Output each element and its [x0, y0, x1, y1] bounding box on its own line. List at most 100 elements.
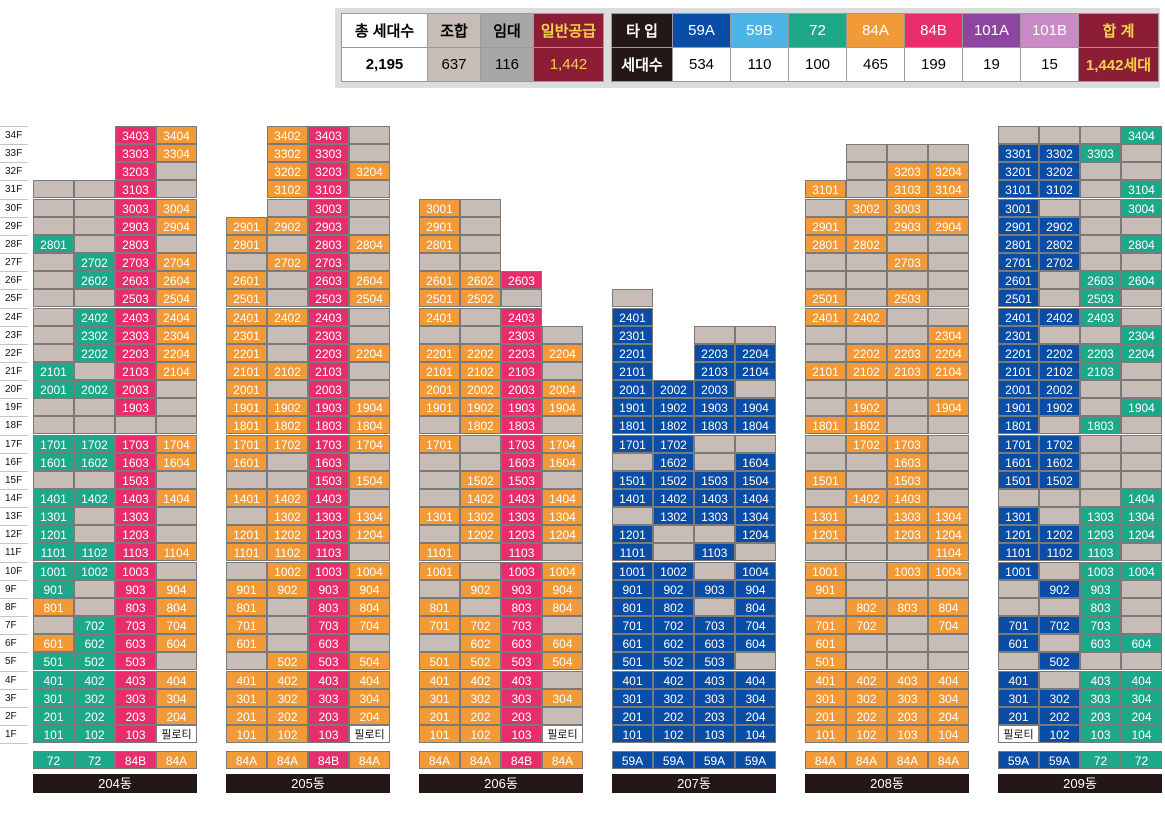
union-unit-cell: [349, 253, 390, 272]
summary-panel: 총 세대수 조합 임대 일반공급 2,195 637 116 1,442 타 입…: [335, 8, 1160, 88]
unit-cell: 102: [846, 724, 887, 743]
count-header: 세대수: [611, 47, 673, 82]
column-type-label: 59A: [1039, 751, 1080, 769]
union-unit-cell: [349, 325, 390, 344]
unit-cell: 1304: [928, 507, 969, 526]
unit-cell: 1301: [805, 507, 846, 526]
unit-cell: 2203: [1080, 343, 1121, 362]
unit-cell: 3103: [115, 180, 156, 199]
union-unit-cell: [419, 416, 460, 435]
unit-cell: 2801: [226, 234, 267, 253]
union-unit-cell: [74, 525, 115, 544]
unit-cell: 1304: [1121, 507, 1162, 526]
union-unit-cell: [805, 325, 846, 344]
column-type-label: 84B: [308, 751, 349, 769]
union-unit-cell: [226, 470, 267, 489]
column-type-label: 84A: [846, 751, 887, 769]
unit-cell: 1503: [694, 470, 735, 489]
unit-cell: 702: [653, 616, 694, 635]
unit-cell: 201: [419, 706, 460, 725]
union-unit-cell: [653, 543, 694, 562]
unit-cell: 1301: [33, 507, 74, 526]
unit-type-table: 타 입 59A 59B 72 84A 84B 101A 101B 합 계 세대수 534 110…: [611, 13, 1159, 82]
floor-label-2f: 2F: [0, 706, 28, 725]
unit-cell: 903: [308, 579, 349, 598]
unit-cell: 1901: [612, 398, 653, 417]
union-unit-cell: [74, 470, 115, 489]
unit-cell: 1902: [267, 398, 308, 417]
union-unit-cell: [542, 416, 583, 435]
unit-cell: 2201: [612, 343, 653, 362]
unit-cell: 304: [735, 688, 776, 707]
floor-label-14f: 14F: [0, 489, 28, 507]
union-unit-cell: [1121, 616, 1162, 635]
union-unit-cell: [267, 234, 308, 253]
unit-cell: 1103: [115, 543, 156, 562]
unit-cell: 2401: [805, 307, 846, 326]
unit-cell: 1504: [349, 470, 390, 489]
union-unit-cell: [612, 452, 653, 471]
unit-cell: 1904: [1121, 398, 1162, 417]
unit-cell: 2303: [308, 325, 349, 344]
unit-cell: 2103: [115, 361, 156, 380]
unit-cell: 1203: [501, 525, 542, 544]
unit-cell: 1403: [887, 489, 928, 507]
unit-cell: 102: [1039, 724, 1080, 743]
union-unit-cell: [846, 652, 887, 671]
union-unit-cell: [74, 507, 115, 526]
unit-cell: 401: [33, 670, 74, 689]
unit-cell: 2603: [115, 271, 156, 290]
unit-cell: 2401: [419, 307, 460, 326]
unit-cell: 1603: [308, 452, 349, 471]
unit-cell: 304: [1121, 688, 1162, 707]
unit-cell: 2201: [419, 343, 460, 362]
unit-cell: 1501: [612, 470, 653, 489]
unit-cell: 2302: [74, 325, 115, 344]
unit-cell: 2503: [1080, 289, 1121, 308]
unit-cell: 2304: [1121, 325, 1162, 344]
unit-cell: 2204: [735, 343, 776, 362]
column-type-label: 72: [1121, 751, 1162, 769]
union-unit-cell: [846, 253, 887, 272]
unit-cell: 304: [542, 688, 583, 707]
union-unit-cell: [419, 325, 460, 344]
unit-cell: 801: [33, 597, 74, 616]
union-unit-cell: [928, 289, 969, 308]
unit-cell: 901: [805, 579, 846, 598]
union-unit-cell: [267, 616, 308, 635]
unit-cell: 2304: [928, 325, 969, 344]
unit-cell: 2501: [998, 289, 1039, 308]
union-unit-cell: [1121, 361, 1162, 380]
unit-cell: 1802: [267, 416, 308, 435]
unit-cell: 803: [115, 597, 156, 616]
floor-label-17f: 17F: [0, 434, 28, 453]
unit-cell: 503: [501, 652, 542, 671]
type-header: 타 입: [611, 13, 673, 48]
unit-cell: 2104: [928, 361, 969, 380]
unit-cell: 2803: [115, 234, 156, 253]
unit-cell: 1704: [542, 434, 583, 453]
unit-cell: 402: [846, 670, 887, 689]
unit-cell: 2403: [501, 307, 542, 326]
unit-cell: 2603: [308, 271, 349, 290]
unit-cell: 3203: [887, 162, 928, 181]
type-count-72: 100: [788, 47, 847, 82]
unit-cell: 1904: [349, 398, 390, 417]
unit-cell: 2204: [1121, 343, 1162, 362]
union-unit-cell: [33, 216, 74, 235]
unit-cell: 1102: [74, 543, 115, 562]
union-unit-cell: [349, 634, 390, 653]
union-unit-cell: [1080, 325, 1121, 344]
unit-cell: 1803: [501, 416, 542, 435]
unit-cell: 303: [887, 688, 928, 707]
union-unit-cell: [542, 670, 583, 689]
union-unit-cell: [226, 561, 267, 580]
union-unit-cell: [846, 380, 887, 399]
unit-cell: 1204: [928, 525, 969, 544]
unit-cell: 301: [998, 688, 1039, 707]
unit-cell: 401: [226, 670, 267, 689]
unit-cell: 3303: [308, 144, 349, 163]
union-unit-cell: [1080, 216, 1121, 235]
unit-cell: 2502: [460, 289, 501, 308]
union-unit-cell: [846, 634, 887, 653]
